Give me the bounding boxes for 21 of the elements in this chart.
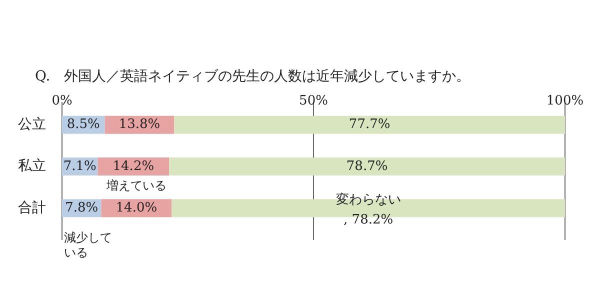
data-label: 7.1% — [63, 158, 96, 174]
x-tick-label: 50% — [299, 93, 328, 108]
series-label: 減少している — [64, 230, 112, 260]
x-tick-label: 100% — [546, 93, 584, 108]
data-label: 8.5% — [66, 117, 100, 132]
data-label: 13.8% — [118, 117, 160, 132]
series-label: 変わらない — [336, 192, 401, 208]
data-label: , 78.2% — [344, 212, 394, 228]
bar — [169, 158, 565, 176]
x-tick-label: 0% — [52, 93, 72, 108]
chart-title: Q. 外国人／英語ネイティブの先生の人数は近年減少していますか。 — [35, 68, 470, 85]
y-tick-label: 公立 — [18, 116, 46, 132]
data-label: 77.7% — [348, 117, 390, 132]
data-label: 78.7% — [346, 158, 388, 174]
y-tick-label: 私立 — [18, 158, 46, 174]
data-label: 14.2% — [112, 158, 154, 174]
bar — [174, 116, 565, 134]
series-label: 増えている — [105, 178, 166, 192]
data-label: 7.8% — [65, 200, 98, 216]
data-label: 14.0% — [116, 200, 158, 216]
y-tick-label: 合計 — [18, 200, 46, 216]
